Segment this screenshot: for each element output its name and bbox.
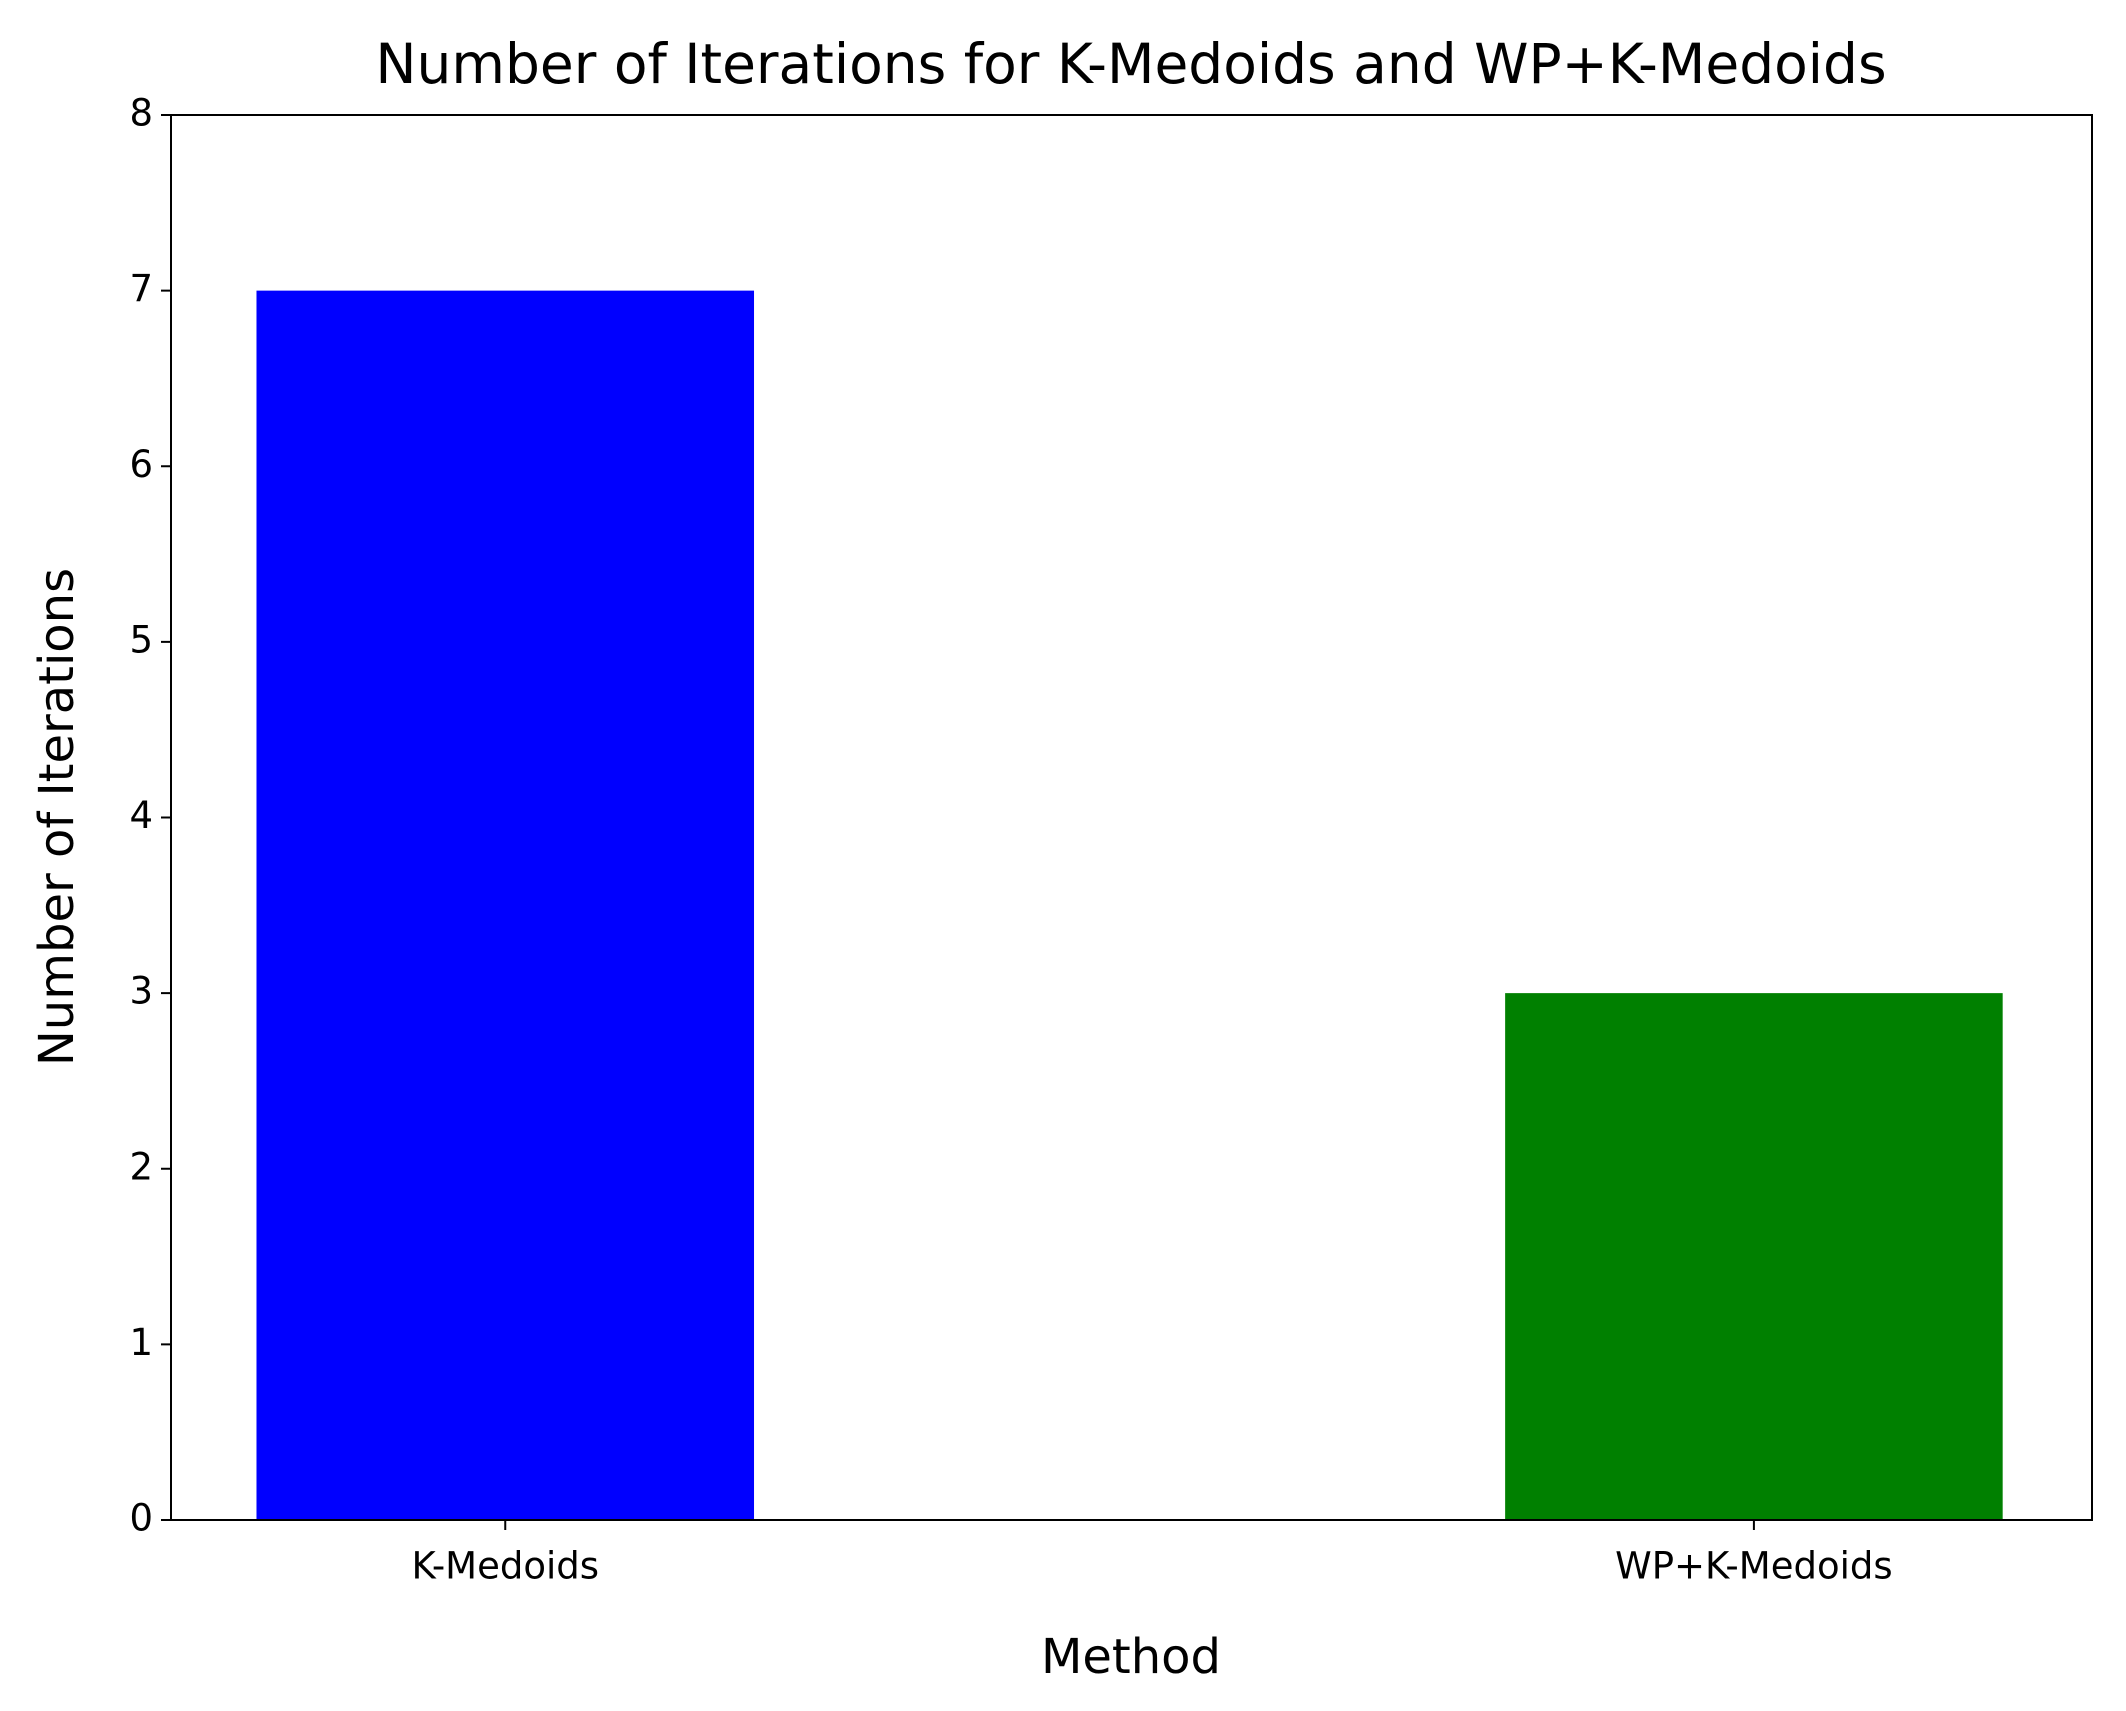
y-tick-label: 3	[129, 970, 153, 1013]
y-tick-label: 6	[129, 443, 153, 486]
y-tick-label: 8	[129, 92, 153, 135]
x-tick-label: K-Medoids	[411, 1545, 599, 1588]
y-tick-label: 4	[129, 794, 153, 837]
y-tick-label: 1	[129, 1321, 153, 1364]
y-tick-label: 0	[129, 1497, 153, 1540]
y-tick-label: 2	[129, 1145, 153, 1188]
y-axis-label: Number of Iterations	[29, 568, 85, 1066]
chart-title: Number of Iterations for K-Medoids and W…	[375, 32, 1886, 96]
x-axis-label: Method	[1041, 1629, 1221, 1685]
bar	[256, 290, 755, 1520]
y-tick-label: 5	[129, 618, 153, 661]
bar	[1505, 993, 2003, 1520]
plot-frame	[170, 114, 2093, 1521]
y-tick-label: 7	[129, 267, 153, 310]
x-tick-label: WP+K-Medoids	[1615, 1545, 1892, 1588]
